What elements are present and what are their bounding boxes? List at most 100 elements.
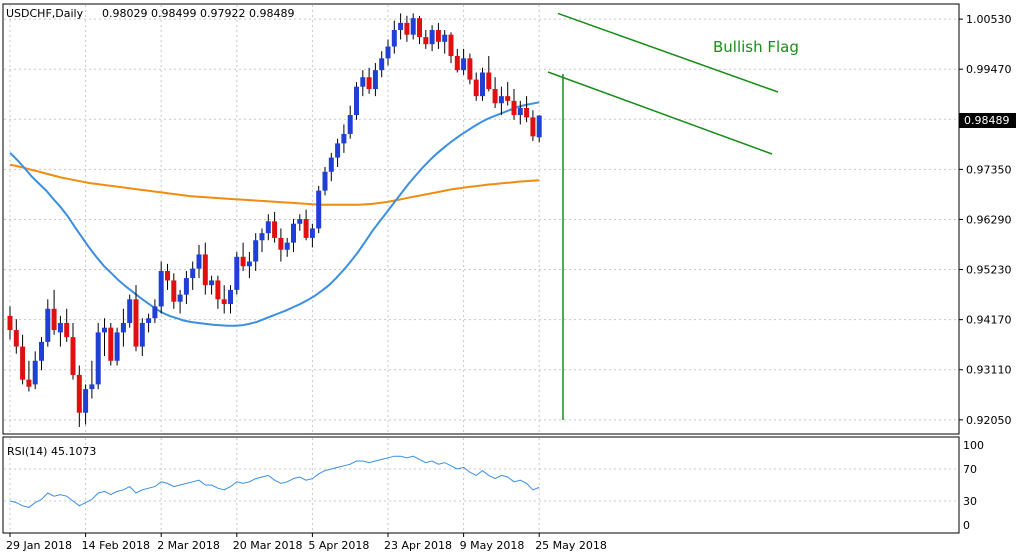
bullish-candle xyxy=(234,256,240,290)
chart-ohlc-values: 0.98029 0.98499 0.97922 0.98489 xyxy=(102,7,294,20)
bullish-candle xyxy=(57,322,63,333)
bearish-candle xyxy=(505,96,511,101)
current-price-label: 0.98489 xyxy=(964,114,1010,127)
price-tick-label: 0.92050 xyxy=(966,414,1012,427)
time-tick-label: 23 Apr 2018 xyxy=(384,539,452,552)
bullish-candle xyxy=(379,58,385,71)
bullish-candle xyxy=(228,289,233,305)
bullish-candle xyxy=(309,228,315,238)
price-tick-label: 0.96290 xyxy=(966,213,1012,226)
bullish-candle xyxy=(536,115,542,138)
bullish-candle xyxy=(139,322,145,347)
bullish-candle xyxy=(89,384,95,390)
time-axis: 29 Jan 2018 14 Feb 2018 2 Mar 2018 20 Mar 2… xyxy=(6,533,607,552)
rsi-tick-label: 30 xyxy=(963,495,977,508)
bearish-candle xyxy=(278,237,284,250)
bearish-candle xyxy=(417,18,422,38)
rsi-tick-label: 0 xyxy=(963,519,970,532)
bearish-candle xyxy=(240,256,246,267)
time-tick-label: 2 Mar 2018 xyxy=(157,539,220,552)
bearish-candle xyxy=(70,337,76,375)
chart-symbol-title: USDCHF,Daily xyxy=(6,7,84,20)
bullish-flag-annotation: Bullish Flag xyxy=(713,38,799,56)
bullish-candle xyxy=(183,278,189,295)
flag-lower-trendline xyxy=(547,71,773,155)
bullish-candle xyxy=(316,190,322,229)
bullish-candle xyxy=(39,341,44,361)
bearish-candle xyxy=(108,327,114,361)
bullish-candle xyxy=(246,261,252,267)
bearish-candle xyxy=(133,299,139,347)
bearish-candle xyxy=(76,374,82,413)
bearish-candle xyxy=(215,280,221,300)
bearish-candle xyxy=(202,254,208,286)
bullish-candle xyxy=(146,318,152,323)
bullish-candle xyxy=(158,270,164,307)
bearish-candle xyxy=(51,308,57,331)
bullish-candle xyxy=(429,29,435,45)
bearish-candle xyxy=(473,79,479,97)
slow-moving-average-line xyxy=(9,163,540,206)
bullish-candle xyxy=(95,332,101,385)
bullish-candle xyxy=(498,96,504,104)
rsi-line xyxy=(9,455,540,508)
bullish-candle xyxy=(322,171,328,191)
bearish-candle xyxy=(7,315,13,331)
bullish-flag-pattern xyxy=(547,12,779,420)
price-tick-label: 0.99470 xyxy=(966,63,1012,76)
bullish-candle xyxy=(102,327,107,333)
bullish-candle xyxy=(127,299,133,323)
bullish-candle xyxy=(253,240,259,262)
bullish-candle xyxy=(291,223,296,243)
rsi-indicator xyxy=(9,455,540,508)
bearish-candle xyxy=(486,72,492,90)
bullish-candle xyxy=(328,157,334,172)
bullish-candle xyxy=(517,107,523,116)
rsi-panel-border xyxy=(2,436,960,534)
bearish-candle xyxy=(530,117,536,137)
bearish-candle xyxy=(524,107,530,118)
bearish-candle xyxy=(303,219,309,238)
moving-averages xyxy=(9,101,540,327)
bearish-candle xyxy=(366,77,372,90)
bearish-candle xyxy=(26,379,32,387)
bearish-candle xyxy=(435,29,441,42)
bullish-candle xyxy=(297,219,303,224)
price-tick-label: 0.97350 xyxy=(966,163,1012,176)
price-tick-label: 0.93110 xyxy=(966,364,1012,377)
price-tick-label: 0.94170 xyxy=(966,314,1012,327)
time-tick-label: 9 May 2018 xyxy=(460,539,525,552)
bearish-candle xyxy=(171,280,177,302)
bullish-candle xyxy=(265,221,271,234)
bearish-candle xyxy=(221,299,227,305)
bearish-candle xyxy=(448,34,454,56)
rsi-tick-label: 70 xyxy=(963,463,977,476)
bullish-candle xyxy=(461,58,467,71)
rsi-axis: 100 70 30 0 xyxy=(963,439,984,532)
bullish-candle xyxy=(196,254,202,269)
bullish-candle xyxy=(284,242,290,250)
bearish-candle xyxy=(467,58,473,80)
bullish-candle xyxy=(190,268,196,279)
bullish-candle xyxy=(177,294,183,302)
flag-upper-trendline xyxy=(557,12,779,93)
time-tick-label: 25 May 2018 xyxy=(535,539,607,552)
time-tick-label: 14 Feb 2018 xyxy=(82,539,150,552)
bullish-candle xyxy=(114,332,120,361)
bearish-candle xyxy=(492,89,498,104)
bearish-candle xyxy=(20,346,26,380)
bullish-candle xyxy=(354,86,359,116)
bearish-candle xyxy=(404,22,410,35)
bullish-candle xyxy=(360,77,366,87)
bullish-candle xyxy=(391,29,397,47)
price-axis: 1.005300.994700.984100.973500.962900.952… xyxy=(959,13,1012,427)
grid-lines xyxy=(4,5,958,532)
candlesticks xyxy=(7,13,542,427)
bullish-candle xyxy=(385,46,391,59)
price-tick-label: 0.95230 xyxy=(966,264,1012,277)
bearish-candle xyxy=(64,322,70,338)
current-price-marker: 0.98489 xyxy=(959,113,1016,128)
rsi-tick-label: 100 xyxy=(963,439,984,452)
